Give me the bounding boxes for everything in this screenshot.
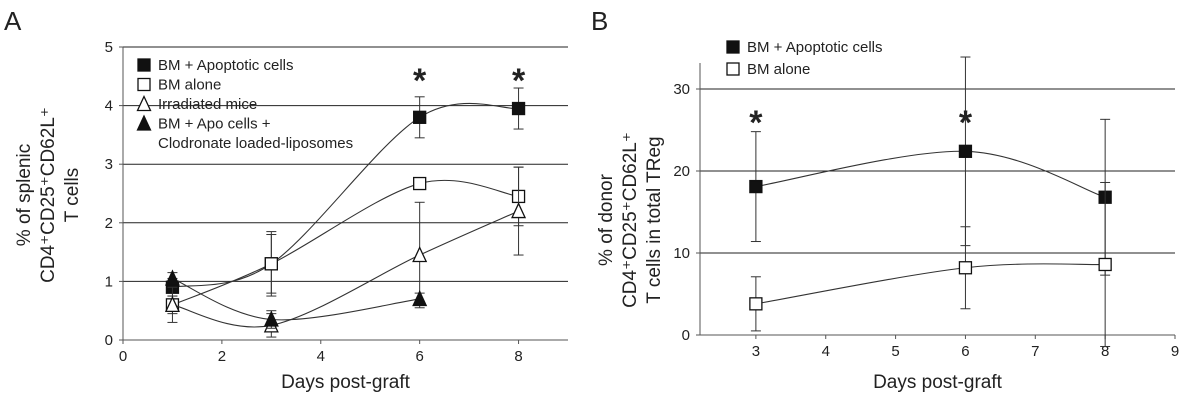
legend-swatch — [137, 77, 151, 92]
data-point — [413, 110, 427, 124]
legend-label: BM + Apoptotic cells — [158, 57, 293, 74]
series-1 — [749, 181, 1112, 347]
panel-letter: A — [4, 6, 22, 36]
chart-panel-b: B 0 10 20 30 3 4 5 6 7 8 9 Days post-graft % of donor… — [591, 6, 1179, 393]
legend-swatch — [137, 58, 151, 72]
data-point — [412, 245, 428, 263]
y-tick-label: 2 — [105, 215, 113, 232]
y-tick-label: 4 — [105, 98, 113, 115]
x-tick-label: 3 — [752, 343, 760, 360]
x-tick-label: 8 — [1101, 343, 1109, 360]
data-point — [164, 295, 180, 312]
y-axis-label: T cells — [62, 168, 83, 223]
legend-label: Clodronate loaded-liposomes — [158, 135, 353, 152]
x-tick-label: 9 — [1171, 343, 1179, 360]
x-axis-label: Days post-graft — [873, 372, 1003, 393]
significance-star: * — [959, 104, 973, 142]
x-axis-label: Days post-graft — [281, 372, 411, 393]
x-tick-label: 7 — [1031, 343, 1039, 360]
legend-label: Irradiated mice — [158, 96, 257, 113]
data-point — [1098, 257, 1112, 272]
series-0 — [749, 56, 1112, 276]
x-tick-label: 5 — [891, 343, 899, 360]
series-line — [172, 210, 519, 328]
legend-swatch — [726, 40, 740, 54]
data-point — [958, 144, 973, 158]
y-tick-label: 20 — [673, 163, 690, 180]
legend-swatch — [726, 62, 740, 76]
legend-swatch — [136, 114, 152, 131]
legend-label: BM + Apoptotic cells — [747, 39, 882, 56]
legend-label: BM alone — [747, 61, 810, 78]
y-axis-label: % of donor — [596, 173, 617, 266]
series-line — [755, 263, 1106, 305]
data-point — [413, 176, 427, 191]
series-line — [755, 150, 1106, 198]
x-tick-label: 6 — [961, 343, 969, 360]
data-point — [264, 257, 278, 271]
data-point — [749, 297, 763, 311]
y-tick-label: 0 — [105, 332, 113, 349]
data-point — [263, 310, 279, 327]
x-tick-label: 2 — [218, 348, 226, 365]
y-axis-label: CD4⁺CD25⁺CD62L⁺ — [38, 107, 59, 283]
series-3 — [164, 269, 428, 329]
y-tick-label: 10 — [673, 245, 690, 262]
x-tick-label: 4 — [317, 348, 325, 365]
x-tick-label: 4 — [822, 343, 830, 360]
legend: BM + Apoptotic cells BM alone Irradiated m… — [136, 57, 353, 152]
data-point — [412, 289, 428, 307]
series-2 — [164, 166, 527, 338]
legend: BM + Apoptotic cells BM alone — [726, 39, 882, 78]
y-axis-label: T cells in total TReg — [644, 136, 665, 303]
data-point — [164, 269, 180, 286]
legend-swatch — [136, 94, 152, 112]
x-tick-label: 0 — [119, 348, 127, 365]
legend-label: BM alone — [158, 77, 221, 94]
significance-star: * — [413, 62, 427, 100]
y-axis-label: CD4⁺CD25⁺CD62L⁺ — [620, 132, 641, 308]
x-tick-label: 8 — [514, 348, 522, 365]
data-point — [958, 261, 973, 275]
y-axis-label: % of splenic — [14, 144, 35, 246]
y-tick-label: 5 — [105, 39, 113, 56]
y-tick-label: 30 — [673, 81, 690, 98]
data-point — [511, 202, 527, 219]
data-point — [511, 101, 526, 116]
significance-star: * — [749, 104, 763, 142]
y-tick-label: 1 — [105, 273, 113, 290]
y-tick-label: 3 — [105, 156, 113, 173]
y-tick-label: 0 — [682, 327, 690, 344]
series-line — [172, 102, 519, 288]
significance-star: * — [512, 62, 526, 100]
panel-letter: B — [591, 6, 608, 36]
x-tick-label: 6 — [415, 348, 423, 365]
series-line — [172, 179, 519, 306]
legend-label: BM + Apo cells + — [158, 116, 271, 133]
data-point — [749, 179, 763, 194]
